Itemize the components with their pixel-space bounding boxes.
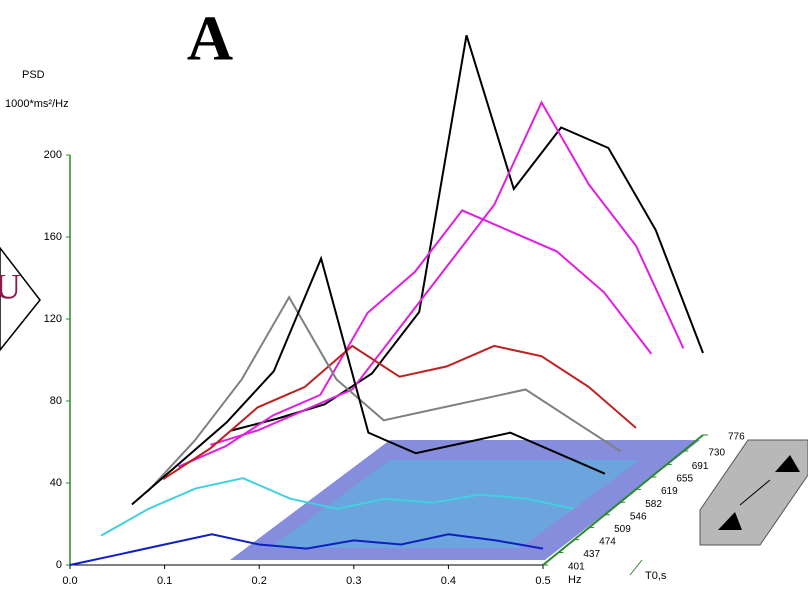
spectrum-line — [69, 533, 544, 566]
z-tick-label: 776 — [728, 432, 745, 443]
z-tick-label: 655 — [676, 474, 693, 485]
floor — [230, 440, 700, 560]
x-tick-label: 0.5 — [535, 575, 550, 587]
spectrum-line — [162, 344, 637, 481]
y-label: PSD — [22, 69, 45, 81]
x-tick-label: 0.4 — [441, 575, 456, 587]
z-tick-label: 582 — [645, 499, 662, 510]
marker-label: U — [0, 266, 21, 306]
x-tick-label: 0.1 — [157, 575, 172, 587]
spectrum-line — [210, 100, 685, 446]
z-tick-label: 437 — [583, 549, 600, 560]
spectrum-line — [146, 295, 621, 493]
spectrum-line — [100, 477, 575, 537]
y-tick-label: 120 — [44, 313, 62, 325]
control-arrow[interactable] — [718, 512, 742, 530]
z-tick-label: 474 — [599, 536, 616, 547]
y-tick-label: 80 — [50, 395, 62, 407]
spectrum-line — [178, 209, 653, 468]
x-tick-label: 0.3 — [346, 575, 361, 587]
z-tick-label: 509 — [614, 524, 631, 535]
y-tick-label: 200 — [44, 149, 62, 161]
panel-label: A — [187, 3, 233, 74]
x-label: Hz — [568, 574, 581, 586]
marker-arrow — [0, 246, 41, 352]
z-tick-label: 619 — [661, 486, 678, 497]
y-tick-label: 0 — [56, 559, 62, 571]
view-control[interactable] — [699, 439, 808, 546]
spectrum-line — [131, 255, 606, 506]
z-tick-label: 730 — [708, 448, 725, 459]
z-arrow — [629, 559, 643, 576]
z-tick-label: 691 — [692, 461, 709, 472]
y-tick-label: 160 — [44, 231, 62, 243]
control-arrow[interactable] — [775, 455, 800, 472]
floor-highlight — [270, 460, 640, 548]
control-line[interactable] — [739, 479, 771, 506]
plot-area: 0 40 80 120 160 200 0.0 0.1 0.2 0.3 0.4 0.5 401 437 47… — [44, 35, 745, 587]
x-tick-label: 0.0 — [62, 575, 77, 587]
z-tick-label: 546 — [630, 511, 647, 522]
y-tick-label: 40 — [50, 477, 62, 489]
z-axis — [542, 434, 704, 566]
z-label: T0,s — [645, 570, 667, 582]
z-tick-label: 401 — [568, 562, 585, 573]
spectrum-line — [229, 35, 704, 432]
x-tick-label: 0.2 — [252, 575, 267, 587]
y-unit: 1000*ms²/Hz — [5, 98, 69, 110]
